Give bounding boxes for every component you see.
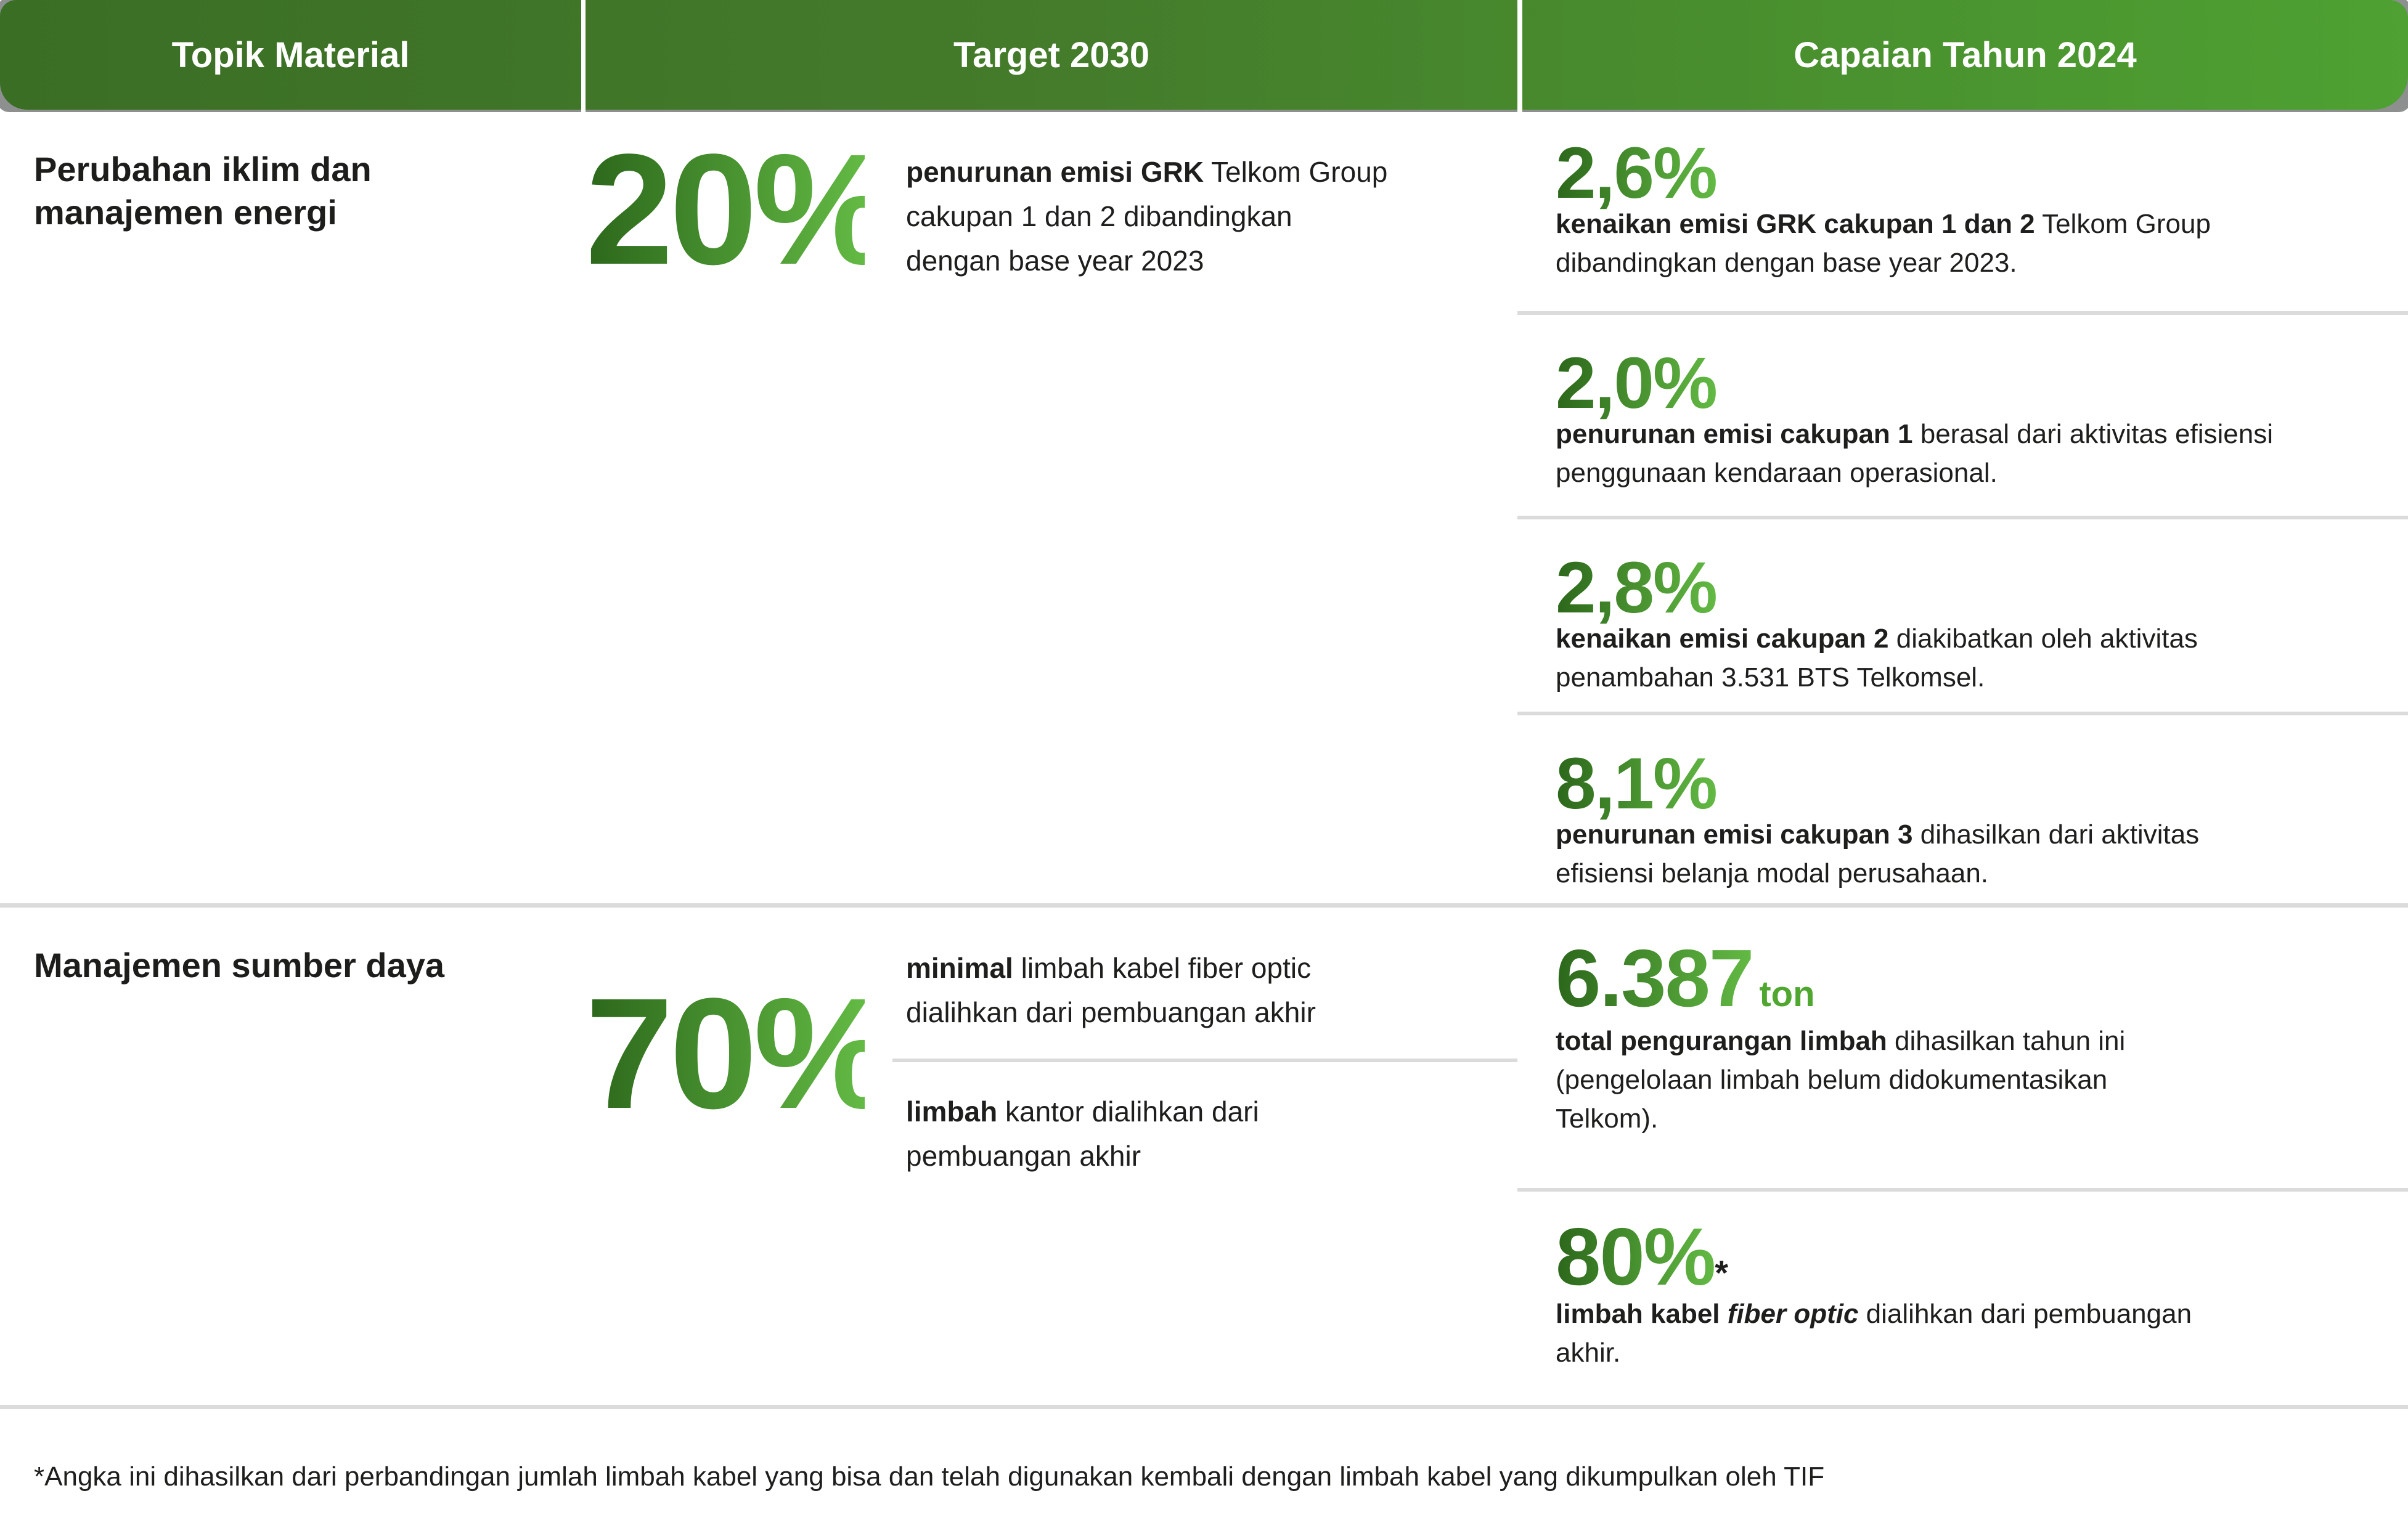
achievement5-unit: ton [1759, 974, 1815, 1014]
row2-topic: Manajemen sumber daya [34, 946, 445, 985]
achievement6-description: limbah kabel fiber optic dialihkan dari … [1556, 1294, 2375, 1372]
achievement4-description: penurunan emisi cakupan 3 dihasilkan dar… [1556, 815, 2375, 893]
achievement4-description-bold: penurunan emisi cakupan 3 [1556, 819, 1913, 850]
row-divider [0, 903, 2408, 908]
row1-topic: Perubahan iklim dan manajemen energi [34, 150, 372, 232]
achievement6-description-rest: dialihkan dari pembuangan akhir. [1556, 1299, 2192, 1368]
achievement3-description-rest: diakibatkan oleh aktivitas penambahan 3.… [1556, 624, 2198, 693]
row1-target-value: 20% [586, 121, 894, 298]
achievement2-value: 2,0% [1556, 343, 1718, 424]
target-divider [892, 1059, 1517, 1062]
row2-target-description-2-bold: limbah [906, 1095, 998, 1128]
achievement6-value: 80% [1556, 1211, 1716, 1302]
row2-target-description-1: minimal limbah kabel fiber optic dialihk… [906, 946, 1498, 1034]
footnote-divider [0, 1405, 2408, 1409]
footnote: *Angka ini dihasilkan dari perbandingan … [34, 1461, 1825, 1492]
row1-target-description-bold: penurunan emisi GRK [906, 156, 1204, 188]
header-green-bar [0, 0, 2408, 110]
column-header-capaian-2024: Capaian Tahun 2024 [1794, 35, 2137, 75]
achievement-divider-3 [1517, 712, 2408, 715]
achievement3-value: 2,8% [1556, 547, 1718, 628]
achievement6-value-group: 80% * [1556, 1216, 1728, 1298]
achievement-divider-2 [1517, 516, 2408, 519]
achievement5-description-bold: total pengurangan limbah [1556, 1026, 1887, 1056]
achievement6-description-bold: limbah kabel [1556, 1299, 1728, 1329]
row2-target-description-2-rest: kantor dialihkan dari pembuangan akhir [906, 1095, 1259, 1172]
achievement-divider-1 [1517, 311, 2408, 315]
achievement6-description-bold-italic: fiber optic [1727, 1299, 1859, 1329]
achievement3-description-bold: kenaikan emisi cakupan 2 [1556, 624, 1889, 654]
achievement2-description-rest: berasal dari aktivitas efisiensi penggun… [1556, 419, 2273, 488]
row2-target-description-1-bold: minimal [906, 952, 1013, 984]
column-header-topik-material: Topik Material [171, 35, 410, 75]
achievement1-description: kenaikan emisi GRK cakupan 1 dan 2 Telko… [1556, 205, 2375, 282]
row1-target-description-rest: Telkom Group cakupan 1 dan 2 dibandingka… [906, 156, 1388, 277]
achievement5-description: total pengurangan limbah dihasilkan tahu… [1556, 1022, 2375, 1138]
achievement1-value: 2,6% [1556, 132, 1718, 214]
row2-target-description-2: limbah kantor dialihkan dari pembuangan … [906, 1089, 1498, 1178]
achievement3-description: kenaikan emisi cakupan 2 diakibatkan ole… [1556, 619, 2375, 697]
achievement5-value: 6.387 [1556, 933, 1754, 1023]
achievement-divider-4 [1517, 1188, 2408, 1192]
row1-target-description: penurunan emisi GRK Telkom Group cakupan… [906, 150, 1498, 283]
achievement2-description-bold: penurunan emisi cakupan 1 [1556, 419, 1913, 449]
table-header: Topik Material Target 2030 Capaian Tahun… [0, 0, 2408, 115]
header-column-gap-1 [581, 0, 586, 115]
achievement5-value-group: 6.387 ton [1556, 938, 1815, 1019]
header-column-gap-2 [1517, 0, 1522, 115]
achievement1-description-rest: Telkom Group dibandingkan dengan base ye… [1556, 209, 2211, 278]
row2-target-description-1-rest: limbah kabel fiber optic dialihkan dari … [906, 952, 1316, 1028]
achievement6-asterisk: * [1715, 1253, 1728, 1292]
achievement4-value: 8,1% [1556, 743, 1718, 824]
achievement2-description: penurunan emisi cakupan 1 berasal dari a… [1556, 415, 2375, 492]
row2-target-value: 70% [586, 965, 894, 1142]
column-header-target-2030: Target 2030 [953, 35, 1150, 75]
achievement1-description-bold: kenaikan emisi GRK cakupan 1 dan 2 [1556, 209, 2035, 239]
achievement5-description-rest: dihasilkan tahun ini (pengelolaan limbah… [1556, 1026, 2126, 1134]
achievement4-description-rest: dihasilkan dari aktivitas efisiensi bela… [1556, 819, 2200, 888]
